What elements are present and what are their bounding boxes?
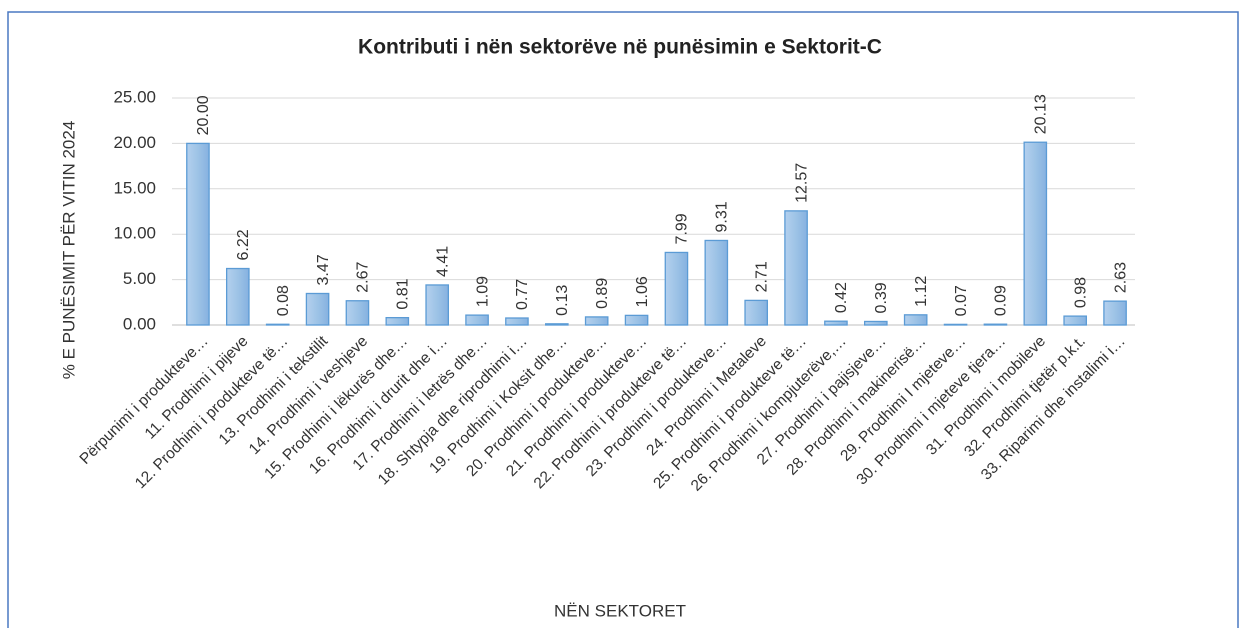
data-label: 0.08	[275, 285, 292, 316]
bar	[425, 284, 450, 326]
data-label: 20.13	[1033, 94, 1050, 134]
bar	[863, 320, 888, 326]
data-label: 0.98	[1072, 277, 1089, 308]
data-label: 2.67	[355, 262, 372, 293]
data-label: 0.89	[594, 278, 611, 309]
y-tick-label: 0.00	[123, 314, 156, 333]
data-label: 3.47	[315, 254, 332, 285]
bar	[744, 299, 769, 326]
data-label: 7.99	[674, 213, 691, 244]
bar	[186, 142, 210, 326]
bar	[624, 314, 649, 326]
data-label: 0.13	[554, 285, 571, 316]
data-label: 4.41	[434, 246, 451, 277]
chart-frame	[7, 11, 1239, 628]
bar	[225, 267, 250, 326]
data-label: 0.42	[833, 282, 850, 313]
data-label: 0.77	[514, 279, 531, 310]
bar	[385, 316, 410, 326]
data-label: 2.63	[1112, 262, 1129, 293]
y-tick-label: 20.00	[113, 133, 156, 152]
bar	[664, 251, 689, 326]
data-label: 0.81	[395, 278, 412, 309]
y-axis-title: % E PUNËSIMIT PËR VITIN 2024	[59, 121, 78, 380]
data-label: 0.09	[993, 285, 1010, 316]
bar	[345, 300, 370, 326]
bar	[943, 323, 968, 326]
data-label: 1.09	[474, 276, 491, 307]
bar	[784, 210, 808, 326]
data-label: 9.31	[714, 201, 731, 232]
data-label: 0.39	[873, 282, 890, 313]
y-tick-label: 5.00	[123, 269, 156, 288]
bar	[305, 292, 330, 326]
bar	[983, 323, 1008, 326]
data-label: 1.06	[634, 276, 651, 307]
bar	[824, 320, 848, 326]
data-label: 1.12	[913, 276, 930, 307]
data-label: 6.22	[235, 229, 252, 260]
bar	[505, 317, 529, 326]
data-label: 12.57	[793, 163, 810, 203]
bar	[1023, 141, 1048, 326]
bar	[584, 316, 609, 326]
data-label: 2.71	[753, 261, 770, 292]
bar	[465, 314, 489, 326]
y-tick-label: 10.00	[113, 224, 156, 243]
bar	[544, 323, 569, 326]
chart-title: Kontributi i nën sektorëve në punësimin …	[358, 36, 882, 59]
data-label: 20.00	[195, 95, 212, 135]
data-label: 0.07	[953, 285, 970, 316]
bar	[1063, 315, 1088, 326]
bar	[903, 314, 928, 326]
bar	[265, 323, 290, 326]
x-axis-title: NËN SEKTORET	[554, 601, 686, 620]
bar	[704, 239, 729, 326]
y-tick-label: 15.00	[113, 178, 156, 197]
y-tick-label: 25.00	[113, 87, 156, 106]
bar	[1103, 300, 1127, 326]
